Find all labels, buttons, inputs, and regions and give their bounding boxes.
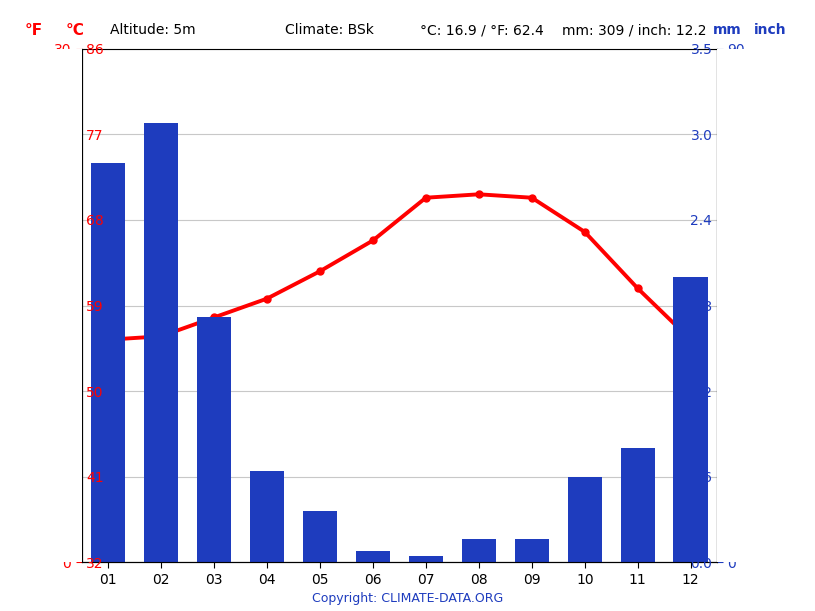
Bar: [196, 317, 231, 562]
Text: inch: inch: [754, 23, 786, 37]
Bar: [514, 540, 549, 562]
Text: Copyright: CLIMATE-DATA.ORG: Copyright: CLIMATE-DATA.ORG: [312, 592, 503, 605]
Bar: [143, 123, 178, 562]
Text: mm: 309 / inch: 12.2: mm: 309 / inch: 12.2: [562, 23, 707, 37]
Text: mm: mm: [713, 23, 742, 37]
Text: Altitude: 5m: Altitude: 5m: [110, 23, 196, 37]
Bar: [355, 551, 390, 562]
Bar: [249, 471, 284, 562]
Bar: [90, 163, 126, 562]
Bar: [302, 511, 337, 562]
Text: °C: 16.9 / °F: 62.4: °C: 16.9 / °F: 62.4: [420, 23, 544, 37]
Text: °F: °F: [24, 23, 42, 38]
Bar: [620, 448, 655, 562]
Bar: [673, 277, 708, 562]
Bar: [567, 477, 602, 562]
Bar: [461, 540, 496, 562]
Bar: [408, 557, 443, 562]
Text: Climate: BSk: Climate: BSk: [285, 23, 374, 37]
Text: °C: °C: [65, 23, 84, 38]
